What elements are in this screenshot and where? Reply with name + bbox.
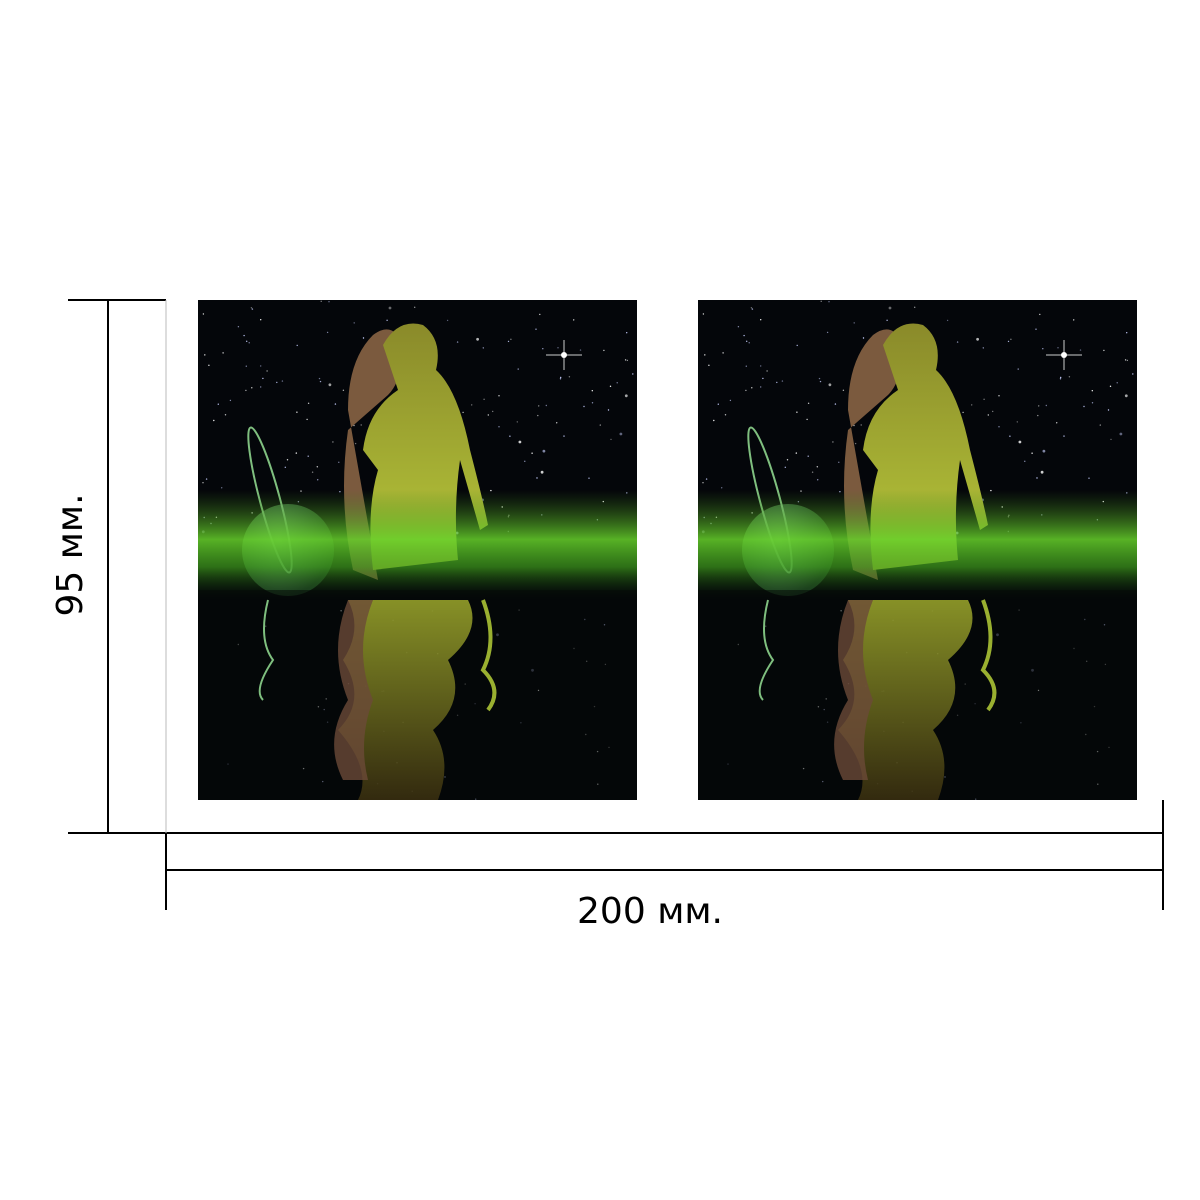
width-label: 200 мм. bbox=[577, 891, 723, 932]
height-label: 95 мм. bbox=[50, 493, 91, 616]
dimension-lines bbox=[68, 299, 1164, 910]
image-left bbox=[196, 298, 639, 802]
image-right bbox=[696, 298, 1139, 802]
